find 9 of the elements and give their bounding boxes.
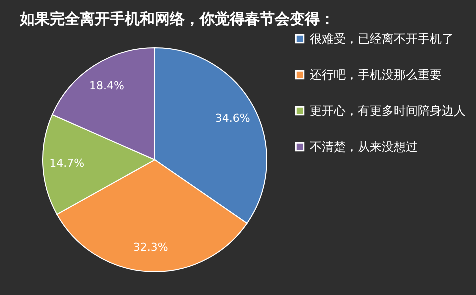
chart-title: 如果完全离开手机和网络，你觉得春节会变得：: [19, 10, 335, 28]
legend-label: 很难受，已经离不开手机了: [310, 32, 454, 46]
data-label: 32.3%: [133, 240, 168, 254]
data-label: 14.7%: [50, 157, 85, 170]
data-label: 18.4%: [89, 79, 124, 92]
legend-label: 还行吧，手机没那么重要: [310, 68, 442, 82]
data-label: 34.6%: [215, 112, 250, 126]
legend-label: 更开心，有更多时间陪身边人: [310, 104, 466, 118]
legend-label: 不清楚，从来没想过: [310, 140, 418, 154]
